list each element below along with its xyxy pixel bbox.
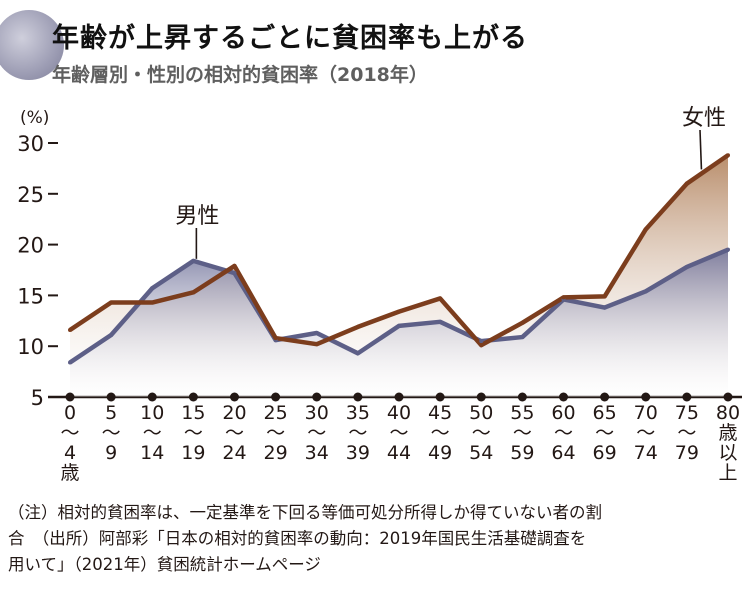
x-axis-dot-13 xyxy=(600,392,610,402)
female-point-0 xyxy=(68,327,72,332)
x-tick-label-2: 10 〜 14 xyxy=(140,402,164,464)
x-tick-label-5: 25 〜 29 xyxy=(264,402,288,464)
area-fills xyxy=(70,155,728,397)
female-point-13 xyxy=(602,294,607,299)
x-tick-label-8: 40 〜 44 xyxy=(387,402,411,464)
y-axis-unit: (%) xyxy=(20,108,49,128)
x-axis-dot-7 xyxy=(353,392,363,402)
male-point-4 xyxy=(232,271,237,276)
female-point-16 xyxy=(726,153,730,158)
x-tick-label-11: 55 〜 59 xyxy=(510,402,534,464)
footnote-line-2-a: 合 xyxy=(8,529,25,548)
female-callout-line xyxy=(699,129,703,170)
chart-subtitle: 年齢層別・性別の相対的貧困率（2018年） xyxy=(52,64,428,86)
male-point-7 xyxy=(355,351,360,356)
female-point-6 xyxy=(314,342,319,347)
female-point-10 xyxy=(479,343,484,348)
male-point-16 xyxy=(726,247,730,252)
x-axis-dot-15 xyxy=(682,392,692,402)
female-point-12 xyxy=(561,295,566,300)
x-tick-label-14: 70 〜 74 xyxy=(634,402,658,464)
female-point-4 xyxy=(232,263,237,268)
x-axis-dot-11 xyxy=(517,392,527,402)
male-area xyxy=(70,249,728,397)
x-tick-label-12: 60 〜 64 xyxy=(551,402,575,464)
male-point-8 xyxy=(397,323,401,328)
y-tick-label-10: 10 xyxy=(17,335,44,359)
male-series-label: 男性 xyxy=(175,204,219,229)
x-axis-dot-12 xyxy=(559,392,568,402)
x-axis-dot-2 xyxy=(147,392,157,402)
footnote-line-3: 用いて」（2021年）貧困統計ホームページ xyxy=(8,555,321,574)
female-point-7 xyxy=(355,324,360,329)
main-title: 年齢が上昇するごとに貧困率も上がる xyxy=(52,23,528,54)
male-point-0 xyxy=(68,360,72,365)
x-tick-label-3: 15 〜 19 xyxy=(181,402,205,464)
female-point-15 xyxy=(684,181,689,186)
x-tick-label-1: 5 〜 9 xyxy=(102,402,121,464)
female-point-9 xyxy=(438,296,443,301)
footnotes: （注）相対的貧困率は、一定基準を下回る等価可処分所得しか得ていない者の割 合 （… xyxy=(8,500,748,578)
x-axis-dot-1 xyxy=(106,392,116,402)
x-tick-label-16: 80 歳以上 xyxy=(716,402,740,484)
x-axis-dots xyxy=(65,392,733,402)
female-point-14 xyxy=(643,227,648,232)
male-point-2 xyxy=(150,286,155,291)
male-point-9 xyxy=(438,319,443,324)
x-axis-dot-10 xyxy=(476,392,486,402)
x-tick-label-9: 45 〜 49 xyxy=(428,402,452,464)
male-point-3 xyxy=(191,258,196,263)
x-tick-label-7: 35 〜 39 xyxy=(346,402,370,464)
x-tick-label-4: 20 〜 24 xyxy=(222,402,246,464)
x-axis-dot-5 xyxy=(271,392,281,402)
male-point-15 xyxy=(684,264,689,269)
female-point-11 xyxy=(520,320,525,325)
x-tick-label-0: 0 〜 4 歳 xyxy=(60,402,79,484)
male-point-14 xyxy=(643,289,648,294)
x-axis-dot-16 xyxy=(723,392,733,402)
footnote-line-2: 合 （出所）阿部彩「日本の相対的貧困率の動向：2019年国民生活基礎調査を xyxy=(8,526,748,552)
female-point-5 xyxy=(273,336,278,341)
x-tick-label-10: 50 〜 54 xyxy=(469,402,493,464)
line-chart: (%) 5 10 15 20 25 30 0 〜 4 歳 5 〜 9 10 〜 14 15 〜 19 20 〜 24 25 〜 2… xyxy=(17,106,742,484)
x-axis-dot-3 xyxy=(188,392,198,402)
male-point-6 xyxy=(314,330,319,335)
x-tick-label-6: 30 〜 34 xyxy=(305,402,329,464)
female-point-3 xyxy=(191,290,196,295)
x-axis-dot-6 xyxy=(312,392,322,402)
male-point-13 xyxy=(602,305,607,310)
female-point-8 xyxy=(397,309,401,314)
labels: (%) 5 10 15 20 25 30 0 〜 4 歳 5 〜 9 10 〜 14 15 〜 19 20 〜 24 25 〜 2… xyxy=(17,106,740,484)
male-point-1 xyxy=(109,333,114,338)
x-tick-label-15: 75 〜 79 xyxy=(675,402,699,464)
y-tick-label-20: 20 xyxy=(17,234,44,258)
y-tick-label-15: 15 xyxy=(17,284,44,308)
female-point-1 xyxy=(109,300,114,305)
series-lines xyxy=(68,153,730,365)
footnote-line-1: （注）相対的貧困率は、一定基準を下回る等価可処分所得しか得ていない者の割 xyxy=(8,503,602,522)
y-tick-label-30: 30 xyxy=(17,132,44,156)
y-tick-label-5: 5 xyxy=(31,386,44,410)
title-decoration-circle xyxy=(0,10,64,80)
x-axis-dot-0 xyxy=(65,392,75,402)
male-point-10 xyxy=(479,339,484,344)
male-point-11 xyxy=(520,335,525,340)
footnote-source: （出所）阿部彩「日本の相対的貧困率の動向：2019年国民生活基礎調査を xyxy=(41,529,587,548)
x-axis-dot-8 xyxy=(394,392,404,402)
y-tick-label-25: 25 xyxy=(17,183,44,207)
female-series-label: 女性 xyxy=(682,106,726,131)
title-area: 年齢が上昇するごとに貧困率も上がる 年齢層別・性別の相対的貧困率（2018年） xyxy=(0,0,750,100)
x-axis-dot-9 xyxy=(435,392,445,402)
x-tick-label-13: 65 〜 69 xyxy=(593,402,617,464)
female-point-2 xyxy=(150,300,155,305)
x-axis-dot-14 xyxy=(641,392,651,402)
x-axis-dot-4 xyxy=(230,392,239,402)
